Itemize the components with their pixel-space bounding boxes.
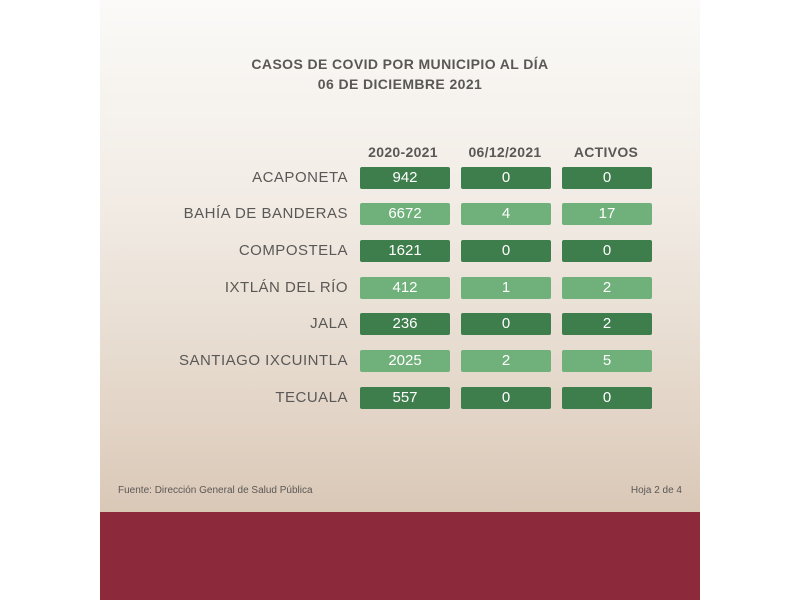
column-header-activos: ACTIVOS (573, 144, 639, 160)
row-label-tecuala: TECUALA (275, 389, 348, 406)
table-cell: 2 (562, 313, 652, 335)
row-label-compostela: COMPOSTELA (238, 242, 348, 259)
infographic-card: CASOS DE COVID POR MUNICIPIO AL DÍA 06 D… (100, 0, 700, 600)
table-cell: 942 (360, 167, 450, 189)
table-cell: 557 (360, 387, 450, 409)
title-line-1: CASOS DE COVID POR MUNICIPIO AL DÍA (251, 56, 549, 72)
table-cell: 0 (562, 240, 652, 262)
title-line-2: 06 DE DICIEMBRE 2021 (317, 76, 483, 92)
row-label-bahia-de-banderas: BAHÍA DE BANDERAS (183, 205, 348, 222)
table-cell: 412 (360, 277, 450, 299)
table-cell: 0 (562, 387, 652, 409)
page-indicator: Hoja 2 de 4 (630, 485, 682, 496)
row-label-santiago-ixcuintla: SANTIAGO IXCUINTLA (178, 352, 348, 369)
table-cell: 2 (461, 350, 551, 372)
column-header-2020-2021: 2020-2021 (368, 144, 438, 160)
table-cell: 1 (461, 277, 551, 299)
table-cell: 17 (562, 203, 652, 225)
footer-band (100, 512, 700, 600)
table-cell: 5 (562, 350, 652, 372)
table-cell: 4 (461, 203, 551, 225)
table-cell: 0 (461, 240, 551, 262)
row-label-jala: JALA (310, 315, 348, 332)
table-cell: 6672 (360, 203, 450, 225)
source-note: Fuente: Dirección General de Salud Públi… (118, 485, 313, 496)
row-label-acaponeta: ACAPONETA (252, 169, 348, 186)
table-cell: 2025 (360, 350, 450, 372)
table-cell: 2 (562, 277, 652, 299)
table-cell: 236 (360, 313, 450, 335)
column-header-06-12-2021: 06/12/2021 (468, 144, 542, 160)
table-cell: 0 (461, 167, 551, 189)
table-cell: 0 (461, 387, 551, 409)
row-label-ixtlan-del-rio: IXTLÁN DEL RÍO (224, 279, 348, 296)
table-cell: 0 (562, 167, 652, 189)
table-cell: 1621 (360, 240, 450, 262)
table-cell: 0 (461, 313, 551, 335)
